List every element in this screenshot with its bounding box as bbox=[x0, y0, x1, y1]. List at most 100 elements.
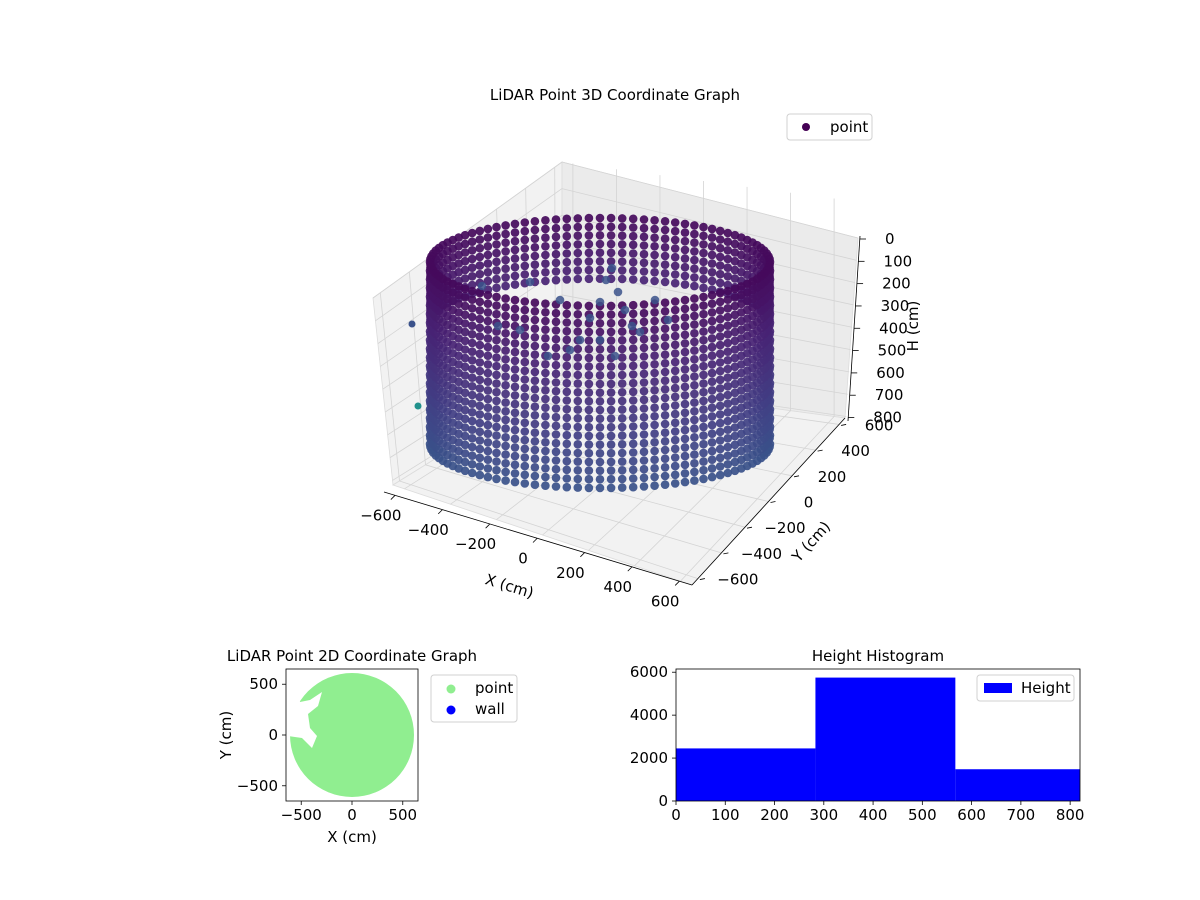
lidar-point bbox=[460, 397, 470, 406]
x-tick-label: 200 bbox=[760, 806, 789, 824]
lidar-point bbox=[501, 441, 510, 451]
lidar-point bbox=[475, 314, 485, 324]
lidar-point bbox=[530, 359, 540, 368]
lidar-point bbox=[510, 365, 520, 374]
lidar-point bbox=[492, 361, 501, 371]
lidar-point bbox=[562, 465, 572, 475]
lidar-point bbox=[530, 315, 540, 325]
x-tick-label: −500 bbox=[281, 806, 322, 824]
lidar-point bbox=[584, 248, 594, 258]
lidar-point bbox=[595, 371, 605, 380]
lidar-point bbox=[660, 445, 670, 455]
lidar-point bbox=[467, 373, 477, 383]
lidar-point bbox=[520, 252, 530, 262]
lidar-point bbox=[699, 448, 708, 458]
lidar-point bbox=[617, 388, 627, 397]
lidar-point bbox=[680, 280, 690, 289]
ticks-histogram: 0 100 200 300 400 500 600 700 800 0 2000 4000 6000 bbox=[630, 663, 1085, 824]
lidar-point bbox=[730, 405, 740, 415]
lidar-point bbox=[660, 217, 670, 226]
lidar-point bbox=[492, 387, 501, 397]
lidar-point bbox=[650, 377, 659, 387]
y-tick-label: 600 bbox=[865, 416, 894, 434]
lidar-point bbox=[723, 460, 733, 469]
lidar-point bbox=[595, 431, 605, 441]
lidar-point bbox=[501, 467, 510, 477]
lidar-point bbox=[475, 470, 485, 480]
lidar-point bbox=[690, 450, 699, 459]
lidar-point bbox=[617, 362, 627, 371]
lidar-point bbox=[501, 329, 510, 338]
lidar-point bbox=[715, 332, 725, 341]
lidar-point bbox=[715, 349, 725, 359]
lidar-point bbox=[730, 327, 740, 337]
lidar-point bbox=[467, 442, 477, 452]
lidar-point bbox=[562, 370, 572, 379]
lidar-point bbox=[520, 235, 530, 245]
lidar-point bbox=[595, 222, 605, 231]
lidar-point bbox=[584, 213, 594, 223]
lidar-point bbox=[541, 360, 550, 369]
y-tick-label: 6000 bbox=[630, 663, 668, 681]
lidar-point bbox=[730, 449, 740, 458]
histogram-bar bbox=[676, 748, 816, 801]
lidar-point bbox=[573, 327, 583, 336]
lidar-point bbox=[460, 371, 470, 380]
lidar-point bbox=[680, 356, 690, 366]
lidar-point bbox=[670, 444, 680, 454]
lidar-point bbox=[730, 423, 740, 432]
x-axis-label: X (cm) bbox=[483, 570, 536, 602]
lidar-point bbox=[707, 268, 717, 277]
frame-histogram bbox=[675, 668, 1081, 802]
lidar-point bbox=[562, 214, 572, 224]
lidar-point bbox=[551, 223, 561, 233]
lidar-point bbox=[483, 334, 493, 343]
lidar-point bbox=[606, 213, 616, 223]
lidar-point bbox=[690, 441, 699, 451]
lidar-point bbox=[460, 457, 470, 467]
lidar-point bbox=[680, 417, 690, 426]
lidar-point bbox=[723, 237, 733, 246]
lidar-point bbox=[562, 266, 572, 276]
lidar-point bbox=[650, 403, 659, 413]
lidar-point bbox=[460, 379, 470, 389]
lidar-point bbox=[628, 378, 638, 388]
lidar-point bbox=[670, 226, 680, 236]
lidar-point bbox=[617, 466, 627, 475]
lidar-point bbox=[617, 266, 627, 275]
lidar-point bbox=[690, 355, 699, 364]
y-tick-mark bbox=[746, 526, 753, 529]
lidar-point bbox=[510, 356, 520, 366]
lidar-point bbox=[501, 363, 510, 373]
lidar-point bbox=[501, 415, 510, 425]
lidar-point bbox=[475, 288, 485, 298]
x-tick-label: 0 bbox=[347, 806, 357, 824]
lidar-point bbox=[628, 404, 638, 414]
lidar-point bbox=[650, 342, 659, 352]
lidar-point bbox=[660, 471, 670, 481]
lidar-point bbox=[680, 321, 690, 331]
lidar-point bbox=[730, 379, 740, 389]
lidar-point bbox=[501, 294, 510, 303]
legend-3d-marker bbox=[802, 123, 810, 131]
lidar-point bbox=[510, 382, 520, 392]
lidar-point bbox=[467, 272, 477, 281]
legend-2d-marker-point bbox=[446, 684, 456, 694]
lidar-point bbox=[670, 349, 680, 358]
lidar-point bbox=[562, 257, 572, 267]
lidar-point bbox=[573, 466, 583, 475]
lidar-point bbox=[670, 435, 680, 445]
lidar-point bbox=[715, 235, 725, 244]
lidar-point bbox=[595, 327, 605, 337]
lidar-point bbox=[715, 278, 725, 288]
lidar-point bbox=[595, 345, 605, 354]
lidar-point bbox=[541, 233, 550, 242]
lidar-point bbox=[639, 223, 649, 233]
lidar-point bbox=[584, 474, 594, 484]
lidar-point bbox=[520, 375, 530, 384]
lidar-point bbox=[690, 303, 699, 312]
lidar-point bbox=[660, 411, 670, 420]
lidar-point bbox=[595, 319, 605, 328]
lidar-point bbox=[520, 435, 530, 445]
lidar-point bbox=[562, 309, 572, 319]
